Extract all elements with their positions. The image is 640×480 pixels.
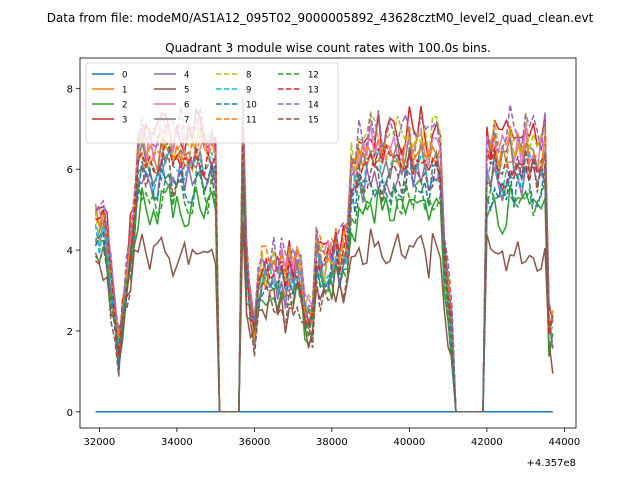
x-tick-label: 40000 bbox=[393, 437, 425, 448]
legend-label-7: 7 bbox=[184, 116, 189, 126]
legend-box bbox=[85, 62, 339, 144]
chart-title: Quadrant 3 module wise count rates with … bbox=[165, 41, 491, 55]
legend-label-8: 8 bbox=[246, 71, 251, 81]
x-tick-label: 44000 bbox=[548, 437, 580, 448]
x-offset-label: +4.357e8 bbox=[526, 458, 576, 469]
y-axis: 0 2 4 6 8 bbox=[67, 84, 80, 419]
legend-label-14: 14 bbox=[308, 101, 319, 111]
legend-label-12: 12 bbox=[308, 71, 319, 81]
legend-label-11: 11 bbox=[246, 116, 257, 126]
x-tick-label: 34000 bbox=[161, 437, 193, 448]
y-tick-label: 4 bbox=[67, 246, 73, 257]
x-tick-label: 42000 bbox=[471, 437, 503, 448]
figure-suptitle: Data from file: modeM0/AS1A12_095T02_900… bbox=[47, 11, 594, 25]
legend-label-5: 5 bbox=[184, 86, 189, 96]
legend-label-15: 15 bbox=[308, 116, 319, 126]
y-tick-label: 8 bbox=[67, 84, 73, 95]
y-tick-label: 0 bbox=[67, 408, 73, 419]
x-axis: 32000 34000 36000 38000 40000 42000 44000 bbox=[83, 428, 580, 448]
legend-label-13: 13 bbox=[308, 86, 319, 96]
legend-label-1: 1 bbox=[122, 86, 127, 96]
y-tick-label: 2 bbox=[67, 327, 73, 338]
legend-label-0: 0 bbox=[122, 71, 127, 81]
legend-label-6: 6 bbox=[184, 101, 189, 111]
legend-label-4: 4 bbox=[184, 71, 189, 81]
legend-label-2: 2 bbox=[122, 101, 127, 111]
legend-label-3: 3 bbox=[122, 116, 127, 126]
plot-frame bbox=[79, 57, 577, 429]
x-tick-label: 38000 bbox=[316, 437, 348, 448]
x-tick-label: 32000 bbox=[83, 437, 115, 448]
legend-label-10: 10 bbox=[246, 101, 257, 111]
series-line-15 bbox=[94, 140, 554, 413]
legend-label-9: 9 bbox=[246, 86, 251, 96]
plot-lines bbox=[94, 96, 554, 413]
y-tick-label: 6 bbox=[67, 165, 73, 176]
x-tick-label: 36000 bbox=[238, 437, 270, 448]
